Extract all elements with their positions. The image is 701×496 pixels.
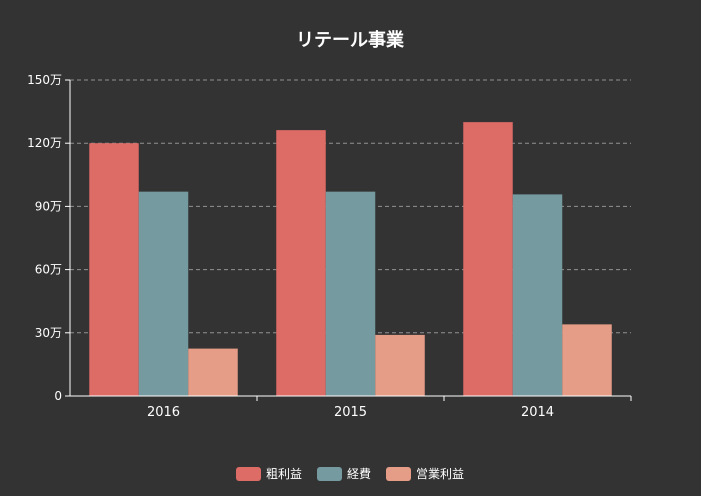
bar[interactable] <box>138 191 189 396</box>
x-tick-label: 2016 <box>147 405 180 420</box>
y-axis-ticks: 0 30万 60万 90万 120万 150万 <box>27 73 70 403</box>
axes <box>69 80 631 397</box>
bar[interactable] <box>325 191 376 396</box>
legend-label[interactable]: 経費 <box>347 466 371 481</box>
legend-label[interactable]: 粗利益 <box>266 467 302 481</box>
bar[interactable] <box>375 334 425 396</box>
bar[interactable] <box>562 324 612 396</box>
chart-title: リテール事業 <box>296 29 405 51</box>
x-tick-label: 2015 <box>334 405 367 420</box>
legend-swatch[interactable] <box>236 467 261 481</box>
bar[interactable] <box>463 122 513 396</box>
bar[interactable] <box>89 143 139 396</box>
y-tick-label: 30万 <box>35 326 62 340</box>
legend-label[interactable]: 営業利益 <box>416 467 464 481</box>
legend-swatch[interactable] <box>386 467 411 481</box>
y-tick-label: 90万 <box>35 199 62 213</box>
bars <box>89 122 612 396</box>
y-tick-label: 0 <box>54 389 62 403</box>
y-tick-label: 120万 <box>27 136 62 150</box>
bar[interactable] <box>512 194 563 396</box>
legend-swatch[interactable] <box>317 467 342 481</box>
y-tick-label: 150万 <box>27 73 62 87</box>
bar[interactable] <box>276 130 326 396</box>
x-tick-label: 2014 <box>521 405 554 420</box>
legend[interactable]: 粗利益 経費 営業利益 <box>236 466 464 481</box>
bar[interactable] <box>188 348 238 396</box>
x-axis-ticks: 2016 2015 2014 <box>147 396 632 420</box>
y-tick-label: 60万 <box>35 263 62 277</box>
